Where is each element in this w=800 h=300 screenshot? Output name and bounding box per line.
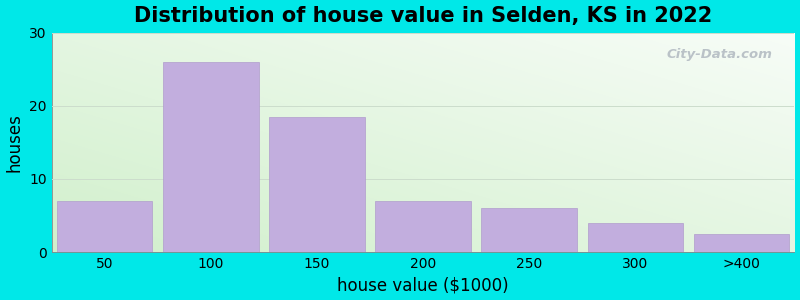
Bar bbox=[482, 208, 577, 252]
Bar bbox=[269, 117, 365, 252]
Bar bbox=[375, 201, 470, 252]
Bar bbox=[694, 234, 789, 252]
Title: Distribution of house value in Selden, KS in 2022: Distribution of house value in Selden, K… bbox=[134, 6, 712, 26]
Y-axis label: houses: houses bbox=[6, 113, 23, 172]
Bar bbox=[587, 223, 683, 252]
X-axis label: house value ($1000): house value ($1000) bbox=[338, 276, 509, 294]
Bar bbox=[57, 201, 153, 252]
Bar bbox=[163, 62, 258, 252]
Text: City-Data.com: City-Data.com bbox=[666, 48, 772, 61]
